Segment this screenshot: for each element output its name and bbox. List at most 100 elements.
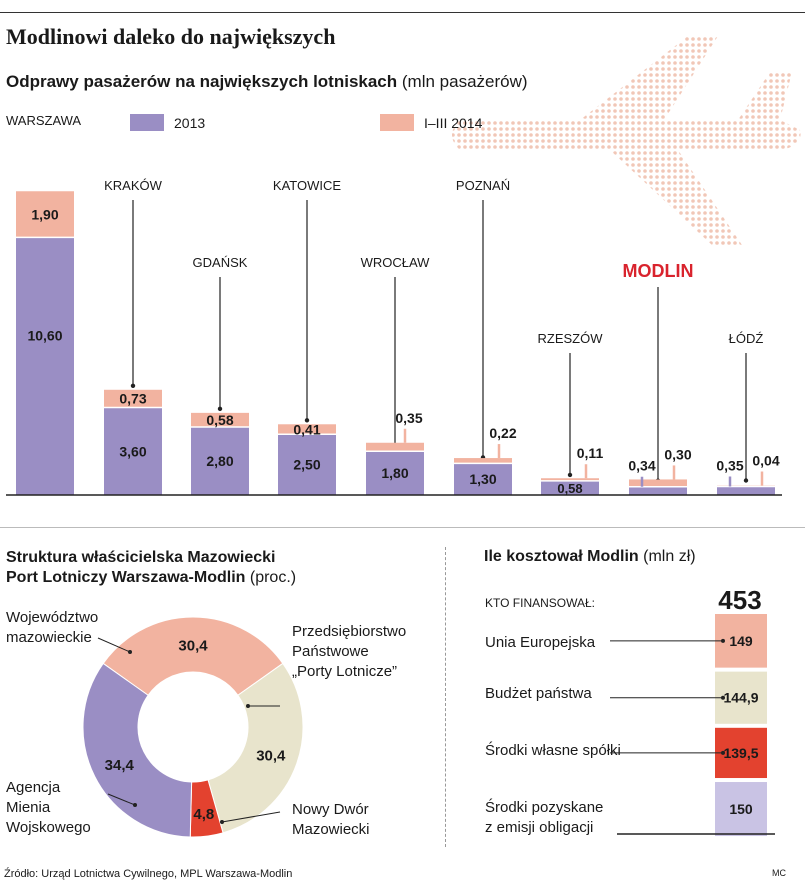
legend-label-2014: I–III 2014 xyxy=(424,115,483,131)
value-label-2014: 0,73 xyxy=(119,391,146,407)
legend-label-2013: 2013 xyxy=(174,115,206,131)
value-label-2014: 1,90 xyxy=(31,206,58,222)
cost-segment-value: 144,9 xyxy=(723,690,758,706)
bar-2014 xyxy=(16,191,74,238)
leader-dot xyxy=(567,472,573,478)
bar-2014 xyxy=(191,412,249,427)
category-label: MODLIN xyxy=(623,261,694,281)
donut-value-label: 30,4 xyxy=(178,638,208,655)
donut-leader-dot xyxy=(220,820,224,824)
bar-2013 xyxy=(454,463,512,495)
leader-dot xyxy=(304,418,310,423)
value-label-2014: 0,04 xyxy=(752,453,779,469)
chart-subtitle: Odprawy pasażerów na największych lotnis… xyxy=(6,72,528,92)
cost-stack-chart: KTO FINANSOWAŁ: 453 149 Unia Europejska 144,… xyxy=(485,585,775,837)
label-agencja-line2: Mienia xyxy=(6,799,51,816)
bar-2013 xyxy=(16,237,74,496)
bar-2014 xyxy=(454,458,512,464)
bar-2013 xyxy=(104,407,162,495)
value-label-2013: 1,30 xyxy=(469,471,496,487)
bar-2013 xyxy=(366,451,424,495)
bar-2014 xyxy=(541,478,599,481)
value-label-2013: 0,35 xyxy=(716,457,743,473)
cost-segment-label: Unia Europejska xyxy=(485,634,596,651)
cost-leader-dot xyxy=(721,695,725,700)
value-label-2014: 0,30 xyxy=(664,446,691,462)
label-agencja: Agencja Mienia Wojskowego xyxy=(6,778,91,838)
value-label-2013: 0,34 xyxy=(628,458,655,474)
chart-subtitle-bold: Odprawy pasażerów na największych lotnis… xyxy=(6,72,398,91)
cost-segment-value: 149 xyxy=(729,633,753,649)
cost-segment-label: Środki własne spółki xyxy=(485,741,621,759)
column-divider xyxy=(445,547,446,847)
category-label: POZNAŃ xyxy=(456,178,510,193)
value-label-2014: 0,35 xyxy=(395,410,422,426)
value-label-2013: 10,60 xyxy=(27,327,62,343)
ownership-title: Struktura właścicielska Mazowiecki Port … xyxy=(6,548,296,588)
bar-2013 xyxy=(191,426,249,495)
category-label: GDAŃSK xyxy=(193,255,248,270)
bar-2013 xyxy=(541,480,599,495)
label-porty-line2: Państwowe xyxy=(292,643,369,660)
donut-leader-line xyxy=(221,811,281,823)
bar-2013 xyxy=(717,486,775,495)
donut-value-label: 34,4 xyxy=(105,757,135,774)
legend-swatch-2014 xyxy=(380,114,414,131)
label-nowy-dwor-line2: Mazowiecki xyxy=(292,821,370,838)
top-rule xyxy=(0,12,805,13)
cost-total: 453 xyxy=(718,585,761,615)
donut-leader-dot xyxy=(133,803,137,807)
label-porty-lotnicze: Przedsiębiorstwo Państwowe „Porty Lotnic… xyxy=(292,622,406,682)
label-wojewodztwo: Województwo mazowieckie xyxy=(6,608,98,648)
category-label: KRAKÓW xyxy=(104,178,163,193)
leader-dot xyxy=(743,478,749,483)
donut-slice xyxy=(82,662,193,838)
value-label-2013: 1,80 xyxy=(381,465,408,481)
ownership-title-line2: Port Lotniczy Warszawa-Modlin xyxy=(6,569,246,586)
value-label-2014: 0,22 xyxy=(489,425,516,441)
donut-slice xyxy=(102,616,284,696)
bar-2014 xyxy=(104,389,162,408)
cost-obligacje-line2: z emisji obligacji xyxy=(485,819,593,836)
cost-obligacje-line1: Środki pozyskane xyxy=(485,798,603,816)
value-label-2014: 0,41 xyxy=(293,421,320,437)
category-label: WARSZAWA xyxy=(6,113,81,128)
category-label: WROCŁAW xyxy=(361,255,431,270)
author-credit: MC xyxy=(772,868,786,878)
label-wojewodztwo-line1: Województwo xyxy=(6,609,99,626)
source-note: Źródło: Urząd Lotnictwa Cywilnego, MPL W… xyxy=(4,868,293,880)
label-agencja-line1: Agencja xyxy=(6,779,61,796)
donut-leader-dot xyxy=(128,650,132,654)
label-porty-line1: Przedsiębiorstwo xyxy=(292,623,407,640)
value-label-2013: 2,80 xyxy=(206,453,233,469)
airplane-icon xyxy=(452,36,801,245)
bar-2014 xyxy=(629,479,687,487)
category-label: ŁÓDŹ xyxy=(729,331,764,346)
legend-swatch-2013 xyxy=(130,114,164,131)
donut-leader-dot xyxy=(246,704,250,708)
leader-dot xyxy=(130,383,136,388)
donut-value-label: 4,8 xyxy=(193,806,214,823)
bar-2014 xyxy=(366,442,424,452)
cost-title: Ile kosztował Modlin (mln zł) xyxy=(484,548,696,566)
bar-2013 xyxy=(278,434,336,495)
value-label-2013: 3,60 xyxy=(119,443,146,459)
label-nowy-dwor-line1: Nowy Dwór xyxy=(292,801,369,818)
ownership-donut-chart: 30,4 30,4 4,8 34,4 xyxy=(82,616,304,838)
cost-segment-value: 139,5 xyxy=(723,745,758,761)
label-nowy-dwor: Nowy Dwór Mazowiecki xyxy=(292,800,370,840)
cost-leader-dot xyxy=(721,638,725,643)
ownership-unit: (proc.) xyxy=(249,569,297,586)
value-label-2014: 0,11 xyxy=(577,445,604,461)
value-label-2014: 0,58 xyxy=(206,412,233,428)
value-label-2013: 0,58 xyxy=(557,481,582,496)
section-divider xyxy=(0,527,805,528)
label-wojewodztwo-line2: mazowieckie xyxy=(6,629,92,646)
value-label-2013: 2,50 xyxy=(293,457,320,473)
cost-segment xyxy=(715,782,767,837)
cost-unit: (mln zł) xyxy=(643,548,696,565)
cost-subheading: KTO FINANSOWAŁ: xyxy=(485,596,595,610)
main-title: Modlinowi daleko do największych xyxy=(6,24,336,49)
category-label: KATOWICE xyxy=(273,178,341,193)
cost-segment-value: 150 xyxy=(729,801,753,817)
